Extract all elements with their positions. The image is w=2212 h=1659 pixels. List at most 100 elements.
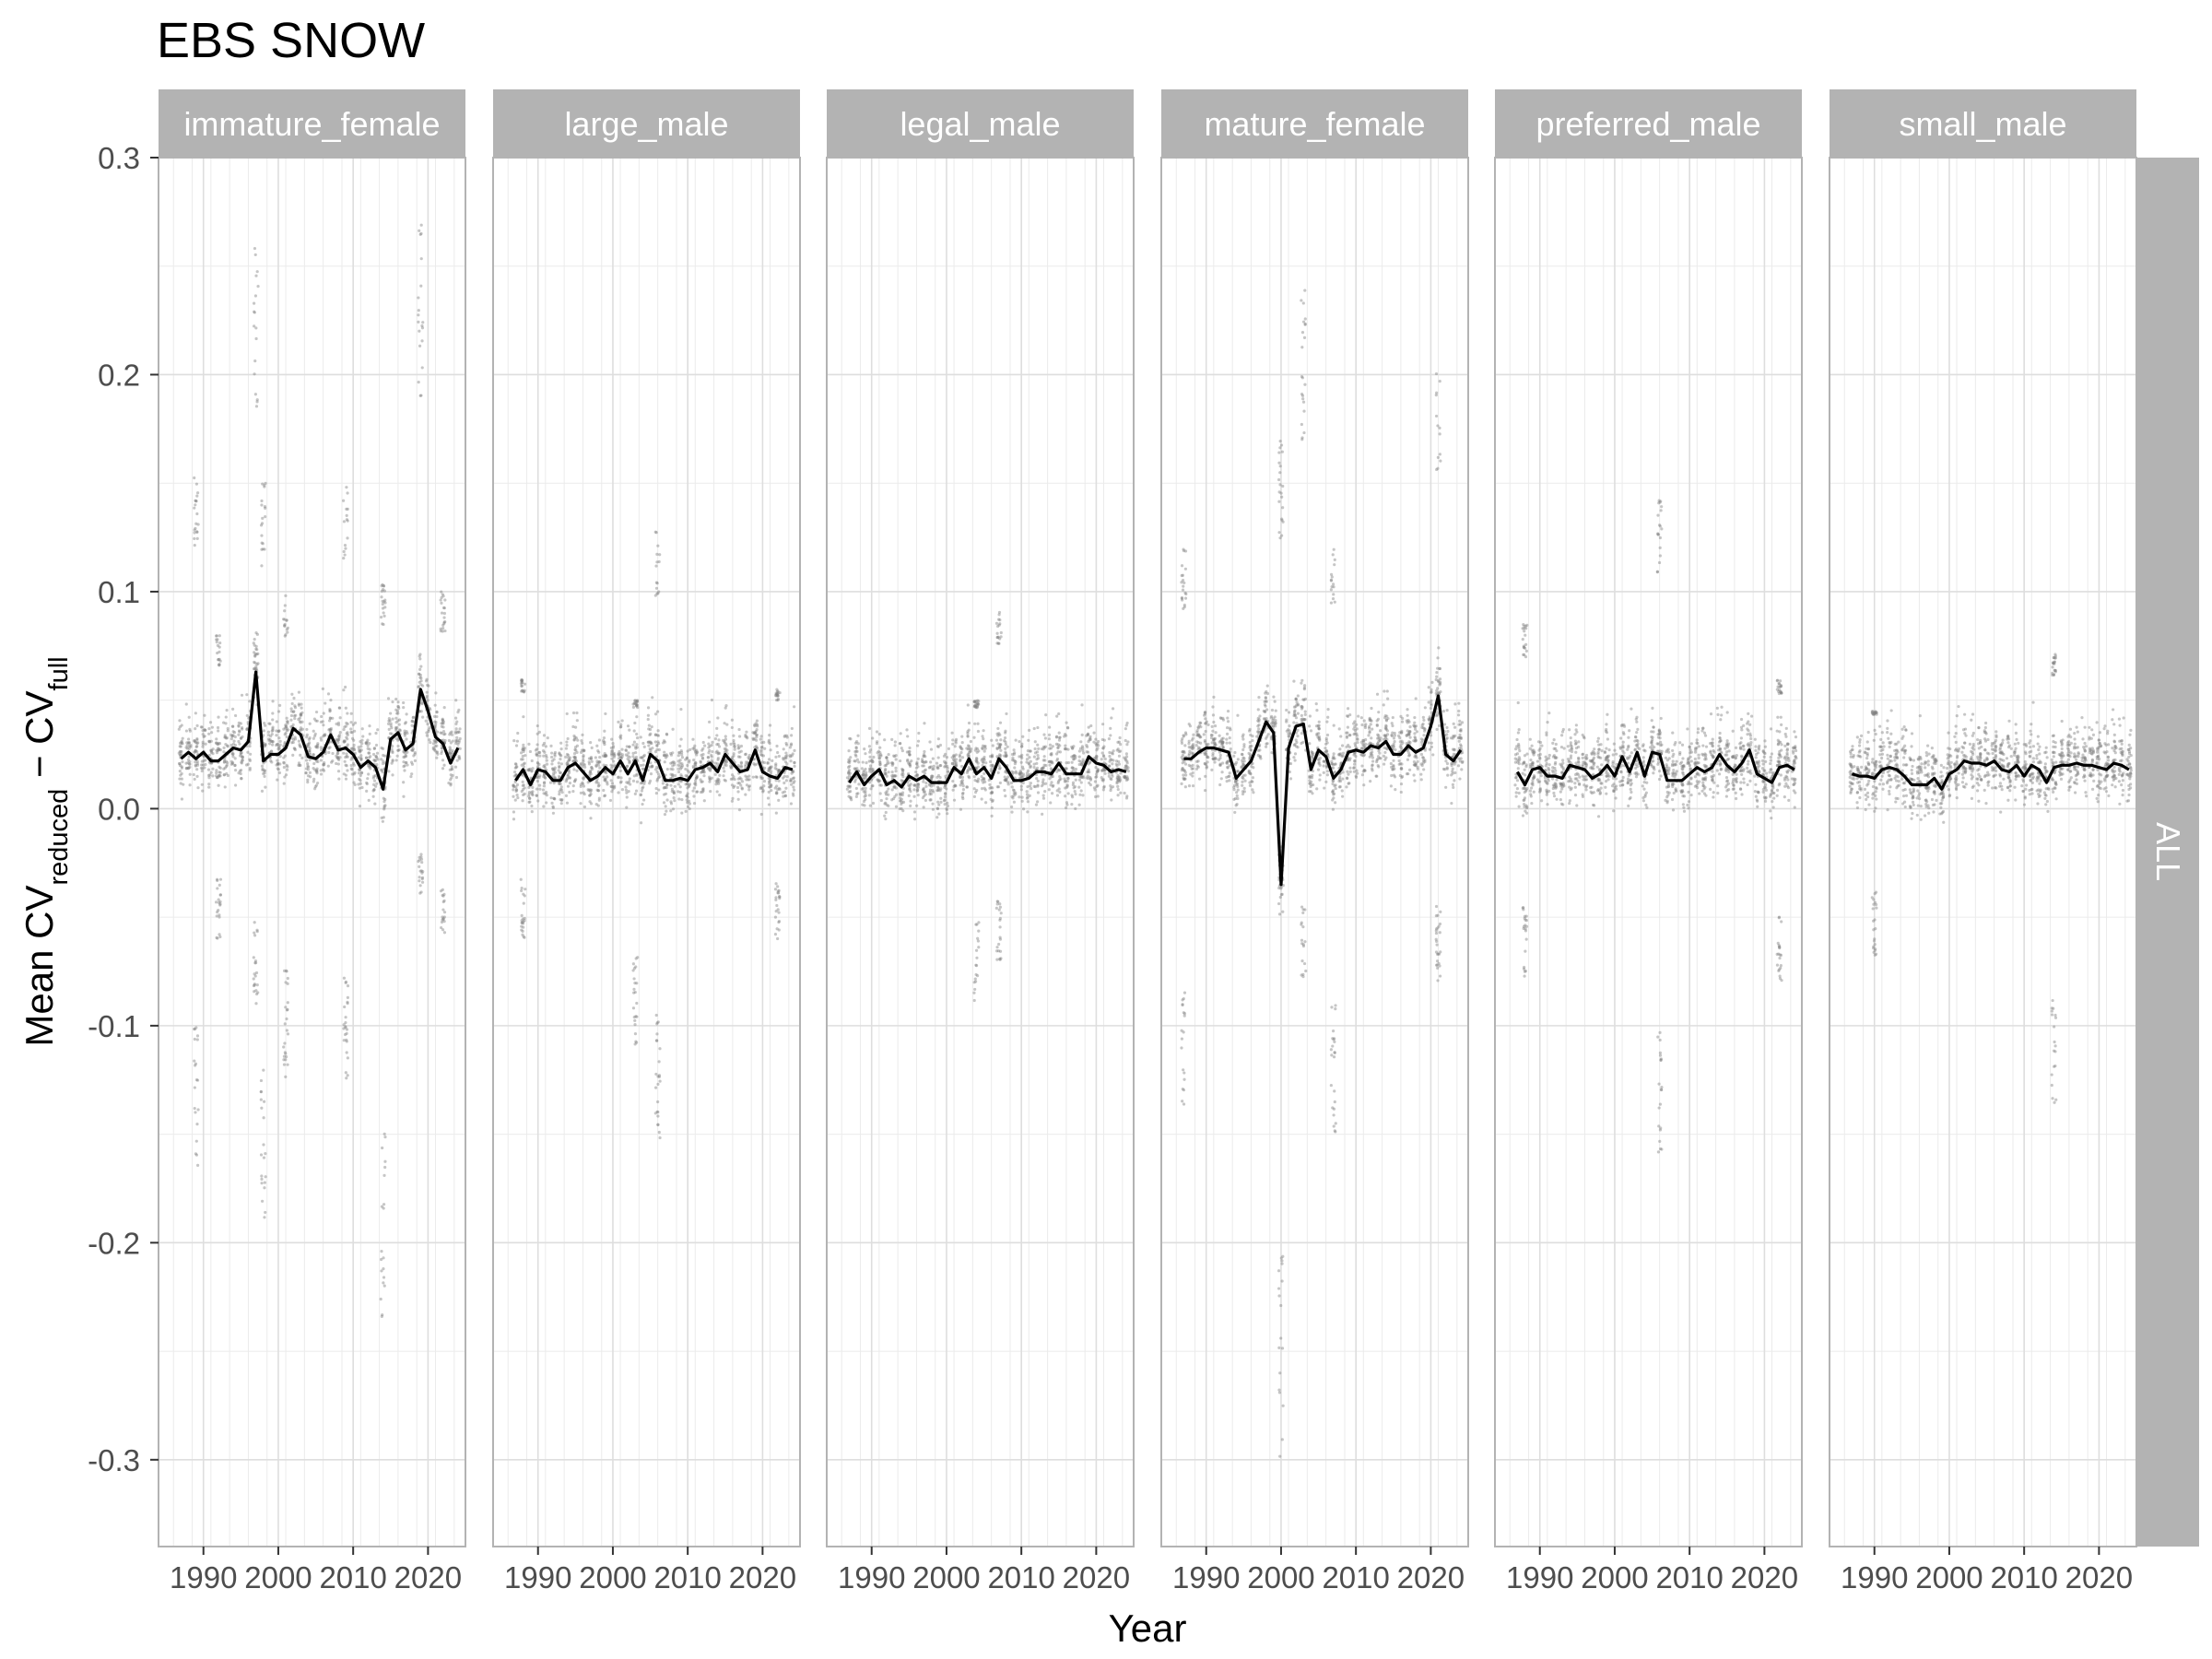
data-point [771, 759, 774, 762]
data-point [767, 803, 771, 806]
data-point [1211, 705, 1215, 709]
data-point [589, 790, 593, 794]
data-point [259, 1098, 263, 1101]
data-point [908, 761, 912, 765]
data-point [729, 777, 733, 781]
data-point [306, 781, 310, 784]
data-point [784, 741, 788, 746]
data-point [751, 737, 756, 742]
data-point [419, 710, 423, 713]
data-point [646, 740, 650, 744]
data-point [594, 756, 597, 759]
data-point [665, 733, 669, 736]
data-point [253, 643, 256, 647]
data-point [403, 732, 406, 735]
data-point [604, 777, 607, 782]
data-point [1047, 788, 1051, 792]
data-point [572, 756, 577, 759]
data-point [981, 744, 985, 747]
data-point [620, 787, 625, 792]
data-point [521, 747, 525, 751]
data-point [1077, 803, 1081, 806]
data-point [639, 756, 642, 759]
x-tick-label: 1990 [170, 1560, 237, 1594]
data-point [246, 762, 250, 766]
data-point [382, 1206, 385, 1210]
data-point [1088, 777, 1093, 781]
data-point [887, 787, 890, 791]
data-point [434, 723, 438, 726]
data-point [449, 783, 453, 787]
data-point [695, 773, 699, 778]
data-point [253, 301, 256, 305]
data-point [627, 751, 630, 755]
data-point [240, 693, 244, 697]
data-point [700, 756, 704, 759]
data-point [512, 774, 516, 778]
data-point [439, 731, 442, 735]
data-point [1019, 784, 1023, 788]
data-point [580, 761, 583, 765]
data-point [324, 752, 327, 756]
data-point [312, 717, 316, 721]
data-point [996, 785, 1001, 789]
data-point [412, 720, 416, 724]
data-point [545, 756, 548, 759]
data-point [455, 759, 459, 762]
data-point [639, 821, 643, 825]
data-point [267, 722, 271, 725]
data-point [788, 746, 793, 749]
data-point [1012, 748, 1016, 752]
data-point [350, 731, 354, 735]
data-point [653, 1112, 657, 1115]
data-point [246, 750, 250, 754]
data-point [782, 757, 785, 760]
data-point [231, 755, 235, 759]
data-point [848, 764, 852, 768]
data-point [286, 720, 289, 724]
data-point [856, 734, 860, 737]
data-point [559, 741, 563, 745]
data-point [995, 631, 999, 635]
data-point [266, 733, 271, 737]
data-point [193, 506, 196, 510]
data-point [387, 717, 391, 721]
data-point [582, 754, 585, 758]
data-point [420, 871, 424, 875]
data-point [531, 767, 535, 771]
data-point [262, 1068, 265, 1072]
data-point [572, 768, 576, 771]
data-point [617, 752, 620, 756]
data-point [181, 760, 184, 764]
data-point [359, 782, 362, 785]
data-point [201, 789, 205, 793]
data-point [693, 748, 697, 752]
data-point [746, 775, 749, 779]
data-point [306, 778, 310, 782]
data-point [552, 782, 556, 785]
data-point [905, 750, 909, 754]
data-point [237, 729, 241, 733]
x-tick-label: 2010 [987, 1560, 1054, 1594]
data-point [426, 722, 429, 726]
data-point [375, 756, 379, 759]
data-point [641, 756, 644, 759]
data-point [1234, 760, 1239, 764]
data-point [559, 797, 562, 802]
data-point [312, 780, 315, 783]
data-point [606, 782, 609, 786]
data-point [673, 784, 677, 788]
data-point [194, 748, 197, 753]
data-point [314, 783, 318, 787]
data-point [974, 948, 979, 952]
data-point [394, 726, 398, 730]
data-point [573, 747, 577, 752]
data-point [223, 734, 227, 737]
data-point [218, 915, 221, 919]
data-point [286, 1063, 289, 1066]
data-point [312, 729, 315, 733]
data-point [995, 946, 999, 949]
data-point [346, 737, 349, 741]
data-point [218, 645, 221, 649]
data-point [1241, 747, 1245, 752]
